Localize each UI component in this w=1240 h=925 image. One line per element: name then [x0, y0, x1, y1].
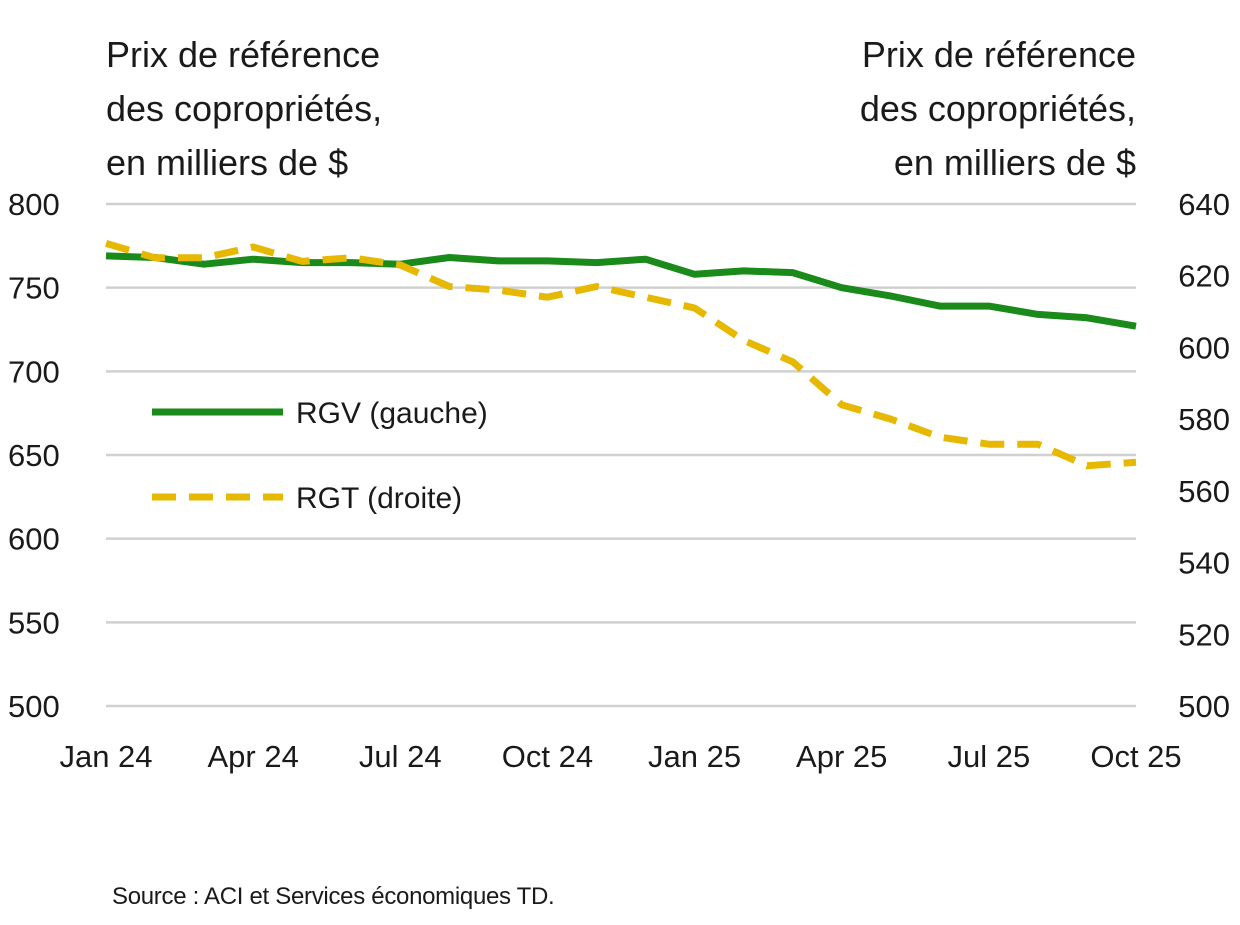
y-left-tick-label: 750 [8, 271, 60, 306]
y-left-tick-label: 550 [8, 605, 60, 640]
series-lines [105, 240, 1137, 470]
y-axis-title-left-line-2: des copropriétés, [106, 88, 383, 129]
series-line-right [105, 240, 1137, 470]
legend-label: RGV (gauche) [296, 397, 488, 430]
x-axis-ticks: Jan 24 Apr 24 Jul 24 Oct 24 Jan 25 Apr 25 Jul … [59, 739, 1181, 774]
y-right-tick-label: 620 [1178, 259, 1230, 294]
x-tick-label: Jul 25 [947, 739, 1030, 774]
x-tick-label: Oct 25 [1090, 739, 1181, 774]
y-left-tick-label: 650 [8, 438, 60, 473]
x-tick-label: Apr 24 [207, 739, 298, 774]
x-tick-label: Jan 24 [59, 739, 152, 774]
x-tick-label: Apr 25 [796, 739, 887, 774]
y-right-tick-label: 640 [1178, 187, 1230, 222]
y-axis-right-ticks: 640 620 600 580 560 540 520 500 [1178, 187, 1230, 724]
y-right-tick-label: 500 [1178, 689, 1230, 724]
y-right-tick-label: 560 [1178, 474, 1230, 509]
source-note: Source : ACI et Services économiques TD. [112, 883, 555, 910]
y-right-tick-label: 540 [1178, 546, 1230, 581]
y-axis-title-right-line-1: Prix de référence [861, 34, 1136, 75]
y-right-tick-label: 580 [1178, 402, 1230, 437]
x-tick-label: Jan 25 [648, 739, 741, 774]
x-tick-label: Jul 24 [359, 739, 442, 774]
y-right-tick-label: 520 [1178, 617, 1230, 652]
y-axis-title-right-line-3: en milliers de $ [893, 142, 1136, 183]
y-left-tick-label: 600 [8, 522, 60, 557]
legend: RGV (gauche) RGT (droite) [152, 397, 488, 515]
x-tick-label: Oct 24 [502, 739, 593, 774]
legend-label: RGT (droite) [296, 482, 462, 515]
y-left-tick-label: 800 [8, 187, 60, 222]
y-left-tick-label: 500 [8, 689, 60, 724]
y-axis-title-right: Prix de référence des copropriétés, en m… [860, 28, 1136, 190]
y-axis-title-left-line-1: Prix de référence [106, 34, 381, 75]
y-axis-title-right-line-2: des copropriétés, [859, 88, 1136, 129]
gridlines [106, 202, 1136, 708]
y-axis-left-ticks: 800 750 700 650 600 550 500 [8, 187, 60, 724]
y-left-tick-label: 700 [8, 354, 60, 389]
y-axis-title-left-line-3: en milliers de $ [106, 142, 349, 183]
y-right-tick-label: 600 [1178, 330, 1230, 365]
series-line-left [105, 252, 1137, 330]
y-axis-title-left: Prix de référence des copropriétés, en m… [106, 28, 382, 190]
